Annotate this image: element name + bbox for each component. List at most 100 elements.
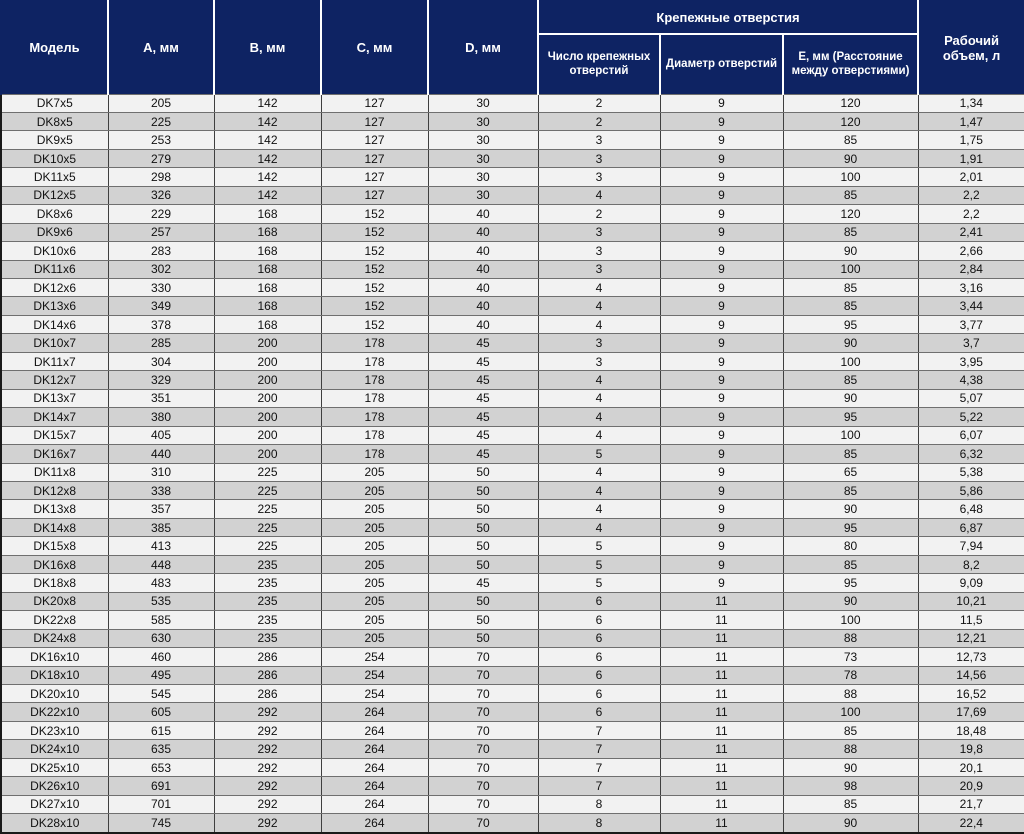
cell-c: 205 bbox=[320, 536, 429, 556]
cell-e: 95 bbox=[782, 517, 919, 538]
cell-e: 95 bbox=[782, 407, 919, 427]
cell-holes_count: 4 bbox=[537, 314, 661, 335]
cell-holes_count: 8 bbox=[537, 794, 661, 815]
cell-holes_count: 4 bbox=[537, 517, 661, 538]
cell-hole_diameter: 9 bbox=[659, 204, 784, 224]
cell-model: DK7x5 bbox=[0, 93, 109, 113]
cell-c: 264 bbox=[320, 702, 429, 722]
col-header-b: B, мм bbox=[213, 0, 322, 94]
col-header-a: A, мм bbox=[107, 0, 215, 94]
cell-b: 200 bbox=[213, 351, 322, 372]
cell-e: 90 bbox=[782, 388, 919, 409]
cell-volume: 3,95 bbox=[917, 351, 1024, 372]
cell-volume: 4,38 bbox=[917, 370, 1024, 390]
cell-b: 200 bbox=[213, 388, 322, 409]
cell-holes_count: 6 bbox=[537, 702, 661, 722]
cell-a: 545 bbox=[107, 683, 215, 704]
table-row: DK15x7 405 200 178 45 4 9 100 6,07 bbox=[0, 425, 1024, 446]
cell-volume: 2,2 bbox=[917, 185, 1024, 206]
cell-volume: 17,69 bbox=[917, 702, 1024, 722]
table-row: DK22x8 585 235 205 50 6 11 100 11,5 bbox=[0, 610, 1024, 630]
cell-d: 30 bbox=[427, 93, 539, 113]
col-header-d: D, мм bbox=[427, 0, 539, 94]
cell-volume: 11,5 bbox=[917, 610, 1024, 630]
table-row: DK26x10 691 292 264 70 7 11 98 20,9 bbox=[0, 776, 1024, 796]
cell-holes_count: 4 bbox=[537, 185, 661, 206]
cell-d: 50 bbox=[427, 591, 539, 612]
cell-a: 495 bbox=[107, 665, 215, 686]
cell-a: 701 bbox=[107, 794, 215, 815]
cell-hole_diameter: 11 bbox=[659, 813, 784, 834]
cell-b: 168 bbox=[213, 204, 322, 224]
cell-c: 205 bbox=[320, 610, 429, 630]
col-header-e: E, мм (Расстояние между отверстиями) bbox=[781, 33, 920, 94]
cell-volume: 8,2 bbox=[917, 554, 1024, 575]
cell-d: 40 bbox=[427, 222, 539, 243]
cell-volume: 20,9 bbox=[917, 776, 1024, 796]
cell-hole_diameter: 9 bbox=[659, 425, 784, 446]
cell-c: 264 bbox=[320, 757, 429, 778]
table-row: DK18x8 483 235 205 45 5 9 95 9,09 bbox=[0, 573, 1024, 593]
cell-a: 257 bbox=[107, 222, 215, 243]
cell-volume: 2,66 bbox=[917, 241, 1024, 261]
cell-d: 70 bbox=[427, 702, 539, 722]
cell-b: 235 bbox=[213, 554, 322, 575]
cell-volume: 16,52 bbox=[917, 683, 1024, 704]
cell-a: 440 bbox=[107, 444, 215, 464]
table-row: DK7x5 205 142 127 30 2 9 120 1,34 bbox=[0, 93, 1024, 113]
cell-b: 225 bbox=[213, 536, 322, 556]
cell-model: DK25x10 bbox=[0, 757, 109, 778]
cell-b: 235 bbox=[213, 573, 322, 593]
cell-holes_count: 4 bbox=[537, 499, 661, 519]
cell-e: 90 bbox=[782, 241, 919, 261]
table-row: DK23x10 615 292 264 70 7 11 85 18,48 bbox=[0, 720, 1024, 741]
cell-model: DK28x10 bbox=[0, 813, 109, 834]
cell-e: 85 bbox=[782, 130, 919, 150]
cell-c: 205 bbox=[320, 591, 429, 612]
cell-a: 205 bbox=[107, 93, 215, 113]
table-row: DK15x8 413 225 205 50 5 9 80 7,94 bbox=[0, 536, 1024, 556]
cell-volume: 19,8 bbox=[917, 739, 1024, 759]
cell-e: 65 bbox=[782, 462, 919, 483]
table-row: DK22x10 605 292 264 70 6 11 100 17,69 bbox=[0, 702, 1024, 722]
cell-a: 483 bbox=[107, 573, 215, 593]
cell-b: 168 bbox=[213, 241, 322, 261]
table-row: DK11x6 302 168 152 40 3 9 100 2,84 bbox=[0, 259, 1024, 280]
cell-b: 292 bbox=[213, 702, 322, 722]
cell-c: 205 bbox=[320, 554, 429, 575]
cell-hole_diameter: 9 bbox=[659, 222, 784, 243]
cell-hole_diameter: 11 bbox=[659, 757, 784, 778]
table-body: DK7x5 205 142 127 30 2 9 120 1,34 DK8x5 225 142 127 3… bbox=[0, 93, 1024, 834]
cell-e: 90 bbox=[782, 813, 919, 834]
table-row: DK8x5 225 142 127 30 2 9 120 1,47 bbox=[0, 111, 1024, 132]
cell-d: 70 bbox=[427, 739, 539, 759]
cell-model: DK15x7 bbox=[0, 425, 109, 446]
cell-a: 535 bbox=[107, 591, 215, 612]
cell-d: 45 bbox=[427, 573, 539, 593]
cell-volume: 5,07 bbox=[917, 388, 1024, 409]
cell-holes_count: 4 bbox=[537, 296, 661, 316]
cell-c: 178 bbox=[320, 444, 429, 464]
cell-d: 45 bbox=[427, 333, 539, 353]
cell-volume: 1,47 bbox=[917, 111, 1024, 132]
table-row: DK14x8 385 225 205 50 4 9 95 6,87 bbox=[0, 517, 1024, 538]
cell-a: 304 bbox=[107, 351, 215, 372]
cell-c: 152 bbox=[320, 222, 429, 243]
cell-d: 40 bbox=[427, 296, 539, 316]
cell-d: 70 bbox=[427, 647, 539, 667]
cell-b: 235 bbox=[213, 591, 322, 612]
cell-c: 178 bbox=[320, 333, 429, 353]
cell-hole_diameter: 9 bbox=[659, 130, 784, 150]
cell-holes_count: 3 bbox=[537, 130, 661, 150]
cell-b: 292 bbox=[213, 813, 322, 834]
cell-volume: 10,21 bbox=[917, 591, 1024, 612]
cell-volume: 3,16 bbox=[917, 278, 1024, 298]
table-row: DK10x7 285 200 178 45 3 9 90 3,7 bbox=[0, 333, 1024, 353]
cell-d: 50 bbox=[427, 462, 539, 483]
cell-e: 85 bbox=[782, 794, 919, 815]
cell-model: DK24x8 bbox=[0, 628, 109, 649]
cell-b: 168 bbox=[213, 278, 322, 298]
cell-model: DK20x8 bbox=[0, 591, 109, 612]
cell-e: 98 bbox=[782, 776, 919, 796]
